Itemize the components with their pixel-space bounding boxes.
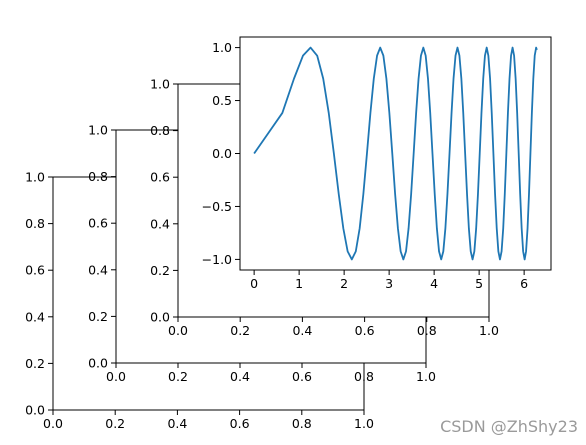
watermark: CSDN @ZhShy23 xyxy=(440,417,578,436)
y-tick-label: 1.0 xyxy=(88,123,108,138)
y-tick-label: −1.0 xyxy=(202,252,232,267)
y-tick-label: 0.2 xyxy=(25,356,45,371)
x-tick-label: 1.0 xyxy=(416,369,436,384)
x-tick-label: 0.4 xyxy=(292,323,312,338)
x-tick-label: 1 xyxy=(295,276,303,291)
y-tick-label: 0.8 xyxy=(150,123,170,138)
y-tick-label: 0.2 xyxy=(150,263,170,278)
x-tick-label: 0.0 xyxy=(106,369,126,384)
x-tick-label: 0.0 xyxy=(168,323,188,338)
axes-container: 0.0 0.2 0.4 0.6 0.8 1.00.00.20.40.60.81.00.0 0… xyxy=(25,36,552,431)
x-tick-label: 2 xyxy=(340,276,348,291)
axes: 0 1 2 3 4 5 6 −1.0 −0.5 0.0 0.5 1.0 xyxy=(202,36,552,291)
x-tick-label: 0 xyxy=(250,276,258,291)
x-tick-label: 0.6 xyxy=(292,369,312,384)
x-tick-label: 0.2 xyxy=(168,369,188,384)
y-tick-label: 0.0 xyxy=(150,310,170,325)
y-tick-label: 0.2 xyxy=(88,309,108,324)
y-tick-label: 1.0 xyxy=(212,40,232,55)
x-tick-label: 1.0 xyxy=(354,416,374,431)
y-tick-label: 0.0 xyxy=(212,146,232,161)
y-tick-label: 0.0 xyxy=(25,403,45,418)
x-tick-label: 0.0 xyxy=(43,416,63,431)
x-tick-label: 3 xyxy=(385,276,393,291)
x-tick-label: 0.2 xyxy=(105,416,125,431)
x-tick-label: 0.2 xyxy=(230,323,250,338)
y-tick-label: 0.6 xyxy=(88,216,108,231)
y-tick-label: 0.4 xyxy=(88,262,108,277)
x-tick-label: 0.8 xyxy=(292,416,312,431)
x-tick-label: 4 xyxy=(430,276,438,291)
data-line xyxy=(253,46,538,261)
x-tick-label: 5 xyxy=(475,276,483,291)
y-tick-label: 1.0 xyxy=(25,170,45,185)
y-tick-label: 0.5 xyxy=(212,93,232,108)
x-tick-label: 0.4 xyxy=(230,369,250,384)
x-tick-label: 0.6 xyxy=(230,416,250,431)
axes-background xyxy=(240,37,551,270)
x-tick-label: 0.8 xyxy=(417,323,437,338)
x-tick-label: 0.4 xyxy=(167,416,187,431)
y-tick-label: 0.4 xyxy=(25,309,45,324)
y-tick-label: 0.6 xyxy=(25,263,45,278)
x-tick-label: 0.6 xyxy=(355,323,375,338)
y-tick-label: −0.5 xyxy=(202,199,232,214)
y-tick-label: 1.0 xyxy=(150,77,170,92)
y-tick-label: 0.8 xyxy=(25,216,45,231)
y-tick-label: 0.8 xyxy=(88,169,108,184)
x-tick-label: 6 xyxy=(520,276,528,291)
y-tick-label: 0.0 xyxy=(88,356,108,371)
y-tick-label: 0.6 xyxy=(150,170,170,185)
x-tick-label: 1.0 xyxy=(479,323,499,338)
y-tick-label: 0.4 xyxy=(150,216,170,231)
x-tick-label: 0.8 xyxy=(354,369,374,384)
